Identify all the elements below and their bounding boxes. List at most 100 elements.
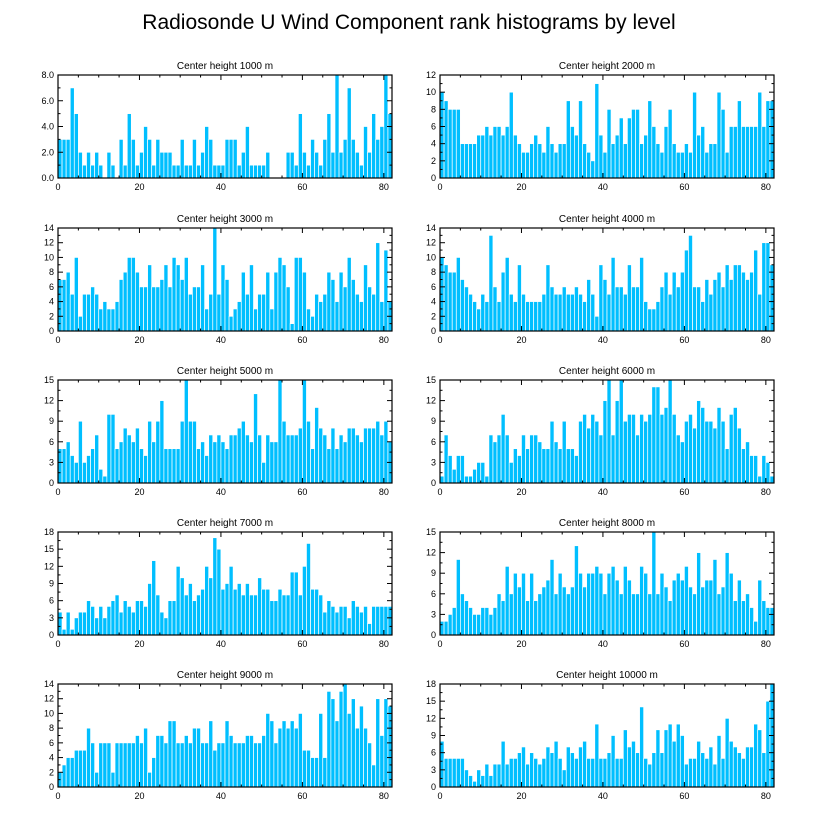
bar (171, 164, 177, 179)
panels: Center height 1000 m0 20 40 60 800.02.04.06.… (41, 61, 775, 801)
x-tick-label: 20 (516, 791, 526, 801)
bar (82, 611, 87, 636)
bar (598, 434, 604, 484)
y-tick-label: 15 (44, 544, 54, 554)
x-tick-label: 60 (297, 639, 307, 649)
bar (704, 758, 710, 788)
bar (492, 607, 498, 636)
y-tick-label: 9 (431, 568, 436, 578)
bar (159, 735, 165, 788)
bar (196, 594, 201, 636)
bar (220, 742, 226, 788)
bar (187, 164, 193, 179)
bar (517, 586, 522, 636)
bar (204, 126, 210, 179)
bar (240, 151, 246, 179)
x-tick-label: 40 (598, 487, 608, 497)
bar (114, 301, 120, 332)
bar (110, 771, 116, 788)
bar (716, 407, 722, 484)
bar (249, 594, 254, 636)
bar (350, 427, 356, 484)
bar (741, 600, 746, 636)
bar (302, 565, 307, 636)
x-tick-label: 0 (437, 639, 442, 649)
x-tick-label: 80 (379, 487, 389, 497)
bar (147, 583, 153, 636)
bar (688, 413, 693, 484)
bar (639, 706, 645, 788)
bar (224, 720, 230, 788)
bar (94, 434, 100, 484)
bar (447, 455, 453, 484)
bar (614, 758, 620, 788)
x-tick-label: 60 (679, 791, 689, 801)
bar (69, 628, 75, 636)
bar (565, 293, 571, 332)
y-tick-label: 14 (44, 223, 54, 233)
bar (106, 606, 112, 636)
bar (220, 264, 226, 332)
bar (383, 420, 389, 484)
bar (708, 746, 714, 788)
bar (553, 740, 559, 788)
bar (314, 407, 320, 484)
bar (500, 413, 506, 484)
bar (143, 455, 148, 484)
bar (627, 413, 632, 484)
bar (147, 139, 153, 179)
bar (451, 468, 457, 484)
panel-title: Center height 5000 m (177, 366, 273, 377)
bar (631, 108, 636, 179)
bar (375, 698, 381, 788)
bar (679, 579, 685, 636)
bar (245, 293, 250, 332)
panel-1: Center height 1000 m 0 20 40 60 80 0.0 2.0 4.0 6.… (41, 61, 393, 192)
bar (65, 441, 71, 484)
bar (204, 742, 210, 788)
bar (675, 151, 681, 179)
bar (65, 271, 71, 332)
x-tick-label: 20 (516, 335, 526, 345)
x-tick-label: 20 (134, 791, 144, 801)
bar (569, 448, 575, 484)
bar (492, 126, 498, 179)
panel-3: Center height 3000 m 0 20 40 60 80 0 2 4 6 8 10 12 14 (44, 214, 393, 345)
bar (496, 434, 502, 484)
bar (614, 286, 620, 332)
bar (147, 264, 153, 332)
bar (249, 735, 254, 788)
bar (318, 713, 324, 788)
bar (557, 448, 563, 484)
x-tick-label: 80 (761, 487, 771, 497)
bar (618, 117, 624, 179)
bar (643, 420, 649, 484)
bar (216, 434, 222, 484)
bar (363, 427, 368, 484)
bar (192, 727, 197, 788)
bar (151, 286, 157, 332)
bar (590, 572, 596, 636)
y-tick-label: 18 (426, 679, 436, 689)
x-tick-label: 60 (297, 335, 307, 345)
bar (289, 720, 295, 788)
bar (745, 126, 750, 179)
bar (517, 143, 522, 179)
bar (130, 611, 136, 636)
bar (155, 594, 161, 636)
bar (561, 586, 567, 636)
bar (281, 720, 287, 788)
bar (110, 413, 116, 484)
bar (557, 572, 563, 636)
bar (561, 143, 567, 179)
bar (257, 293, 263, 332)
bar (249, 164, 254, 179)
bar (387, 705, 393, 788)
bar (464, 286, 469, 332)
bar (749, 607, 754, 636)
bar (379, 126, 385, 179)
bar (447, 614, 453, 636)
bar (541, 151, 547, 179)
bar (78, 611, 83, 636)
bar (569, 586, 575, 636)
